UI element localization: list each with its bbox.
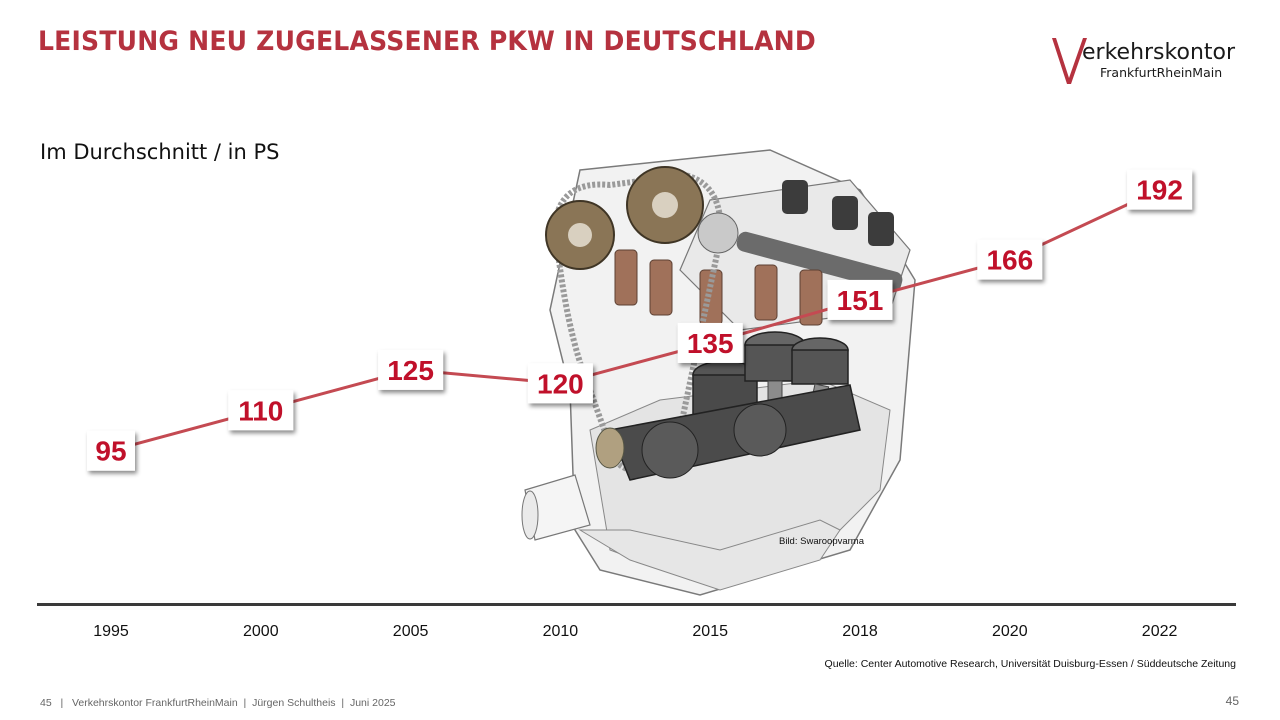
logo-wordmark: erkehrskontor: [1082, 40, 1236, 65]
data-label: 120: [527, 363, 593, 404]
x-tick-label: 2015: [692, 623, 728, 640]
x-axis-line: [37, 603, 1236, 606]
data-label: 95: [87, 430, 135, 471]
data-label-text: 95: [95, 436, 126, 467]
x-tick-label: 2010: [543, 623, 579, 640]
data-label-text: 135: [687, 328, 734, 359]
logo: erkehrskontor FrankfurtRheinMain: [1050, 34, 1250, 90]
source-note: Quelle: Center Automotive Research, Univ…: [824, 658, 1236, 670]
data-label: 125: [378, 349, 444, 390]
footer-org: Verkehrskontor FrankfurtRheinMain: [71, 697, 238, 709]
data-label: 135: [677, 322, 743, 363]
page-title: LEISTUNG NEU ZUGELASSENER PKW IN DEUTSCH…: [38, 26, 816, 57]
x-tick-label: 2020: [992, 623, 1028, 640]
data-label-text: 125: [387, 355, 434, 386]
x-tick-label: 2022: [1142, 623, 1178, 640]
data-label-text: 151: [837, 285, 884, 316]
page-number: 45: [1225, 694, 1239, 708]
data-label-text: 166: [986, 245, 1033, 276]
logo-v-mark: [1052, 38, 1087, 84]
footer-separator: |: [54, 697, 70, 709]
data-label: 151: [827, 279, 893, 320]
data-label-box: [1127, 169, 1193, 210]
data-label: 166: [977, 239, 1043, 280]
x-tick-label: 1995: [93, 623, 129, 640]
data-label-box: [677, 322, 743, 363]
footer-author: Jürgen Schultheis: [252, 697, 336, 709]
x-tick-label: 2018: [842, 623, 878, 640]
data-label: 110: [228, 390, 294, 431]
logo-subtext: FrankfurtRheinMain: [1100, 65, 1223, 80]
data-label-box: [87, 430, 135, 471]
footer-page-number: 45: [40, 697, 52, 709]
footer-separator: |: [240, 697, 250, 709]
data-label-box: [977, 239, 1043, 280]
data-label: 192: [1127, 169, 1193, 210]
data-label-box: [378, 349, 444, 390]
x-tick-label: 2005: [393, 623, 429, 640]
chart-subtitle: Im Durchschnitt / in PS: [40, 140, 280, 164]
x-tick-label: 2000: [243, 623, 279, 640]
footer: 45 | Verkehrskontor FrankfurtRheinMain |…: [40, 697, 396, 709]
data-label-box: [228, 390, 294, 431]
footer-date: Juni 2025: [349, 697, 396, 709]
data-label-text: 192: [1136, 175, 1183, 206]
data-label-text: 120: [537, 368, 584, 399]
data-label-box: [527, 363, 593, 404]
footer-separator: |: [338, 697, 348, 709]
image-credit: Bild: Swaroopvarma: [779, 536, 865, 547]
data-label-box: [827, 279, 893, 320]
data-label-text: 110: [238, 395, 283, 426]
